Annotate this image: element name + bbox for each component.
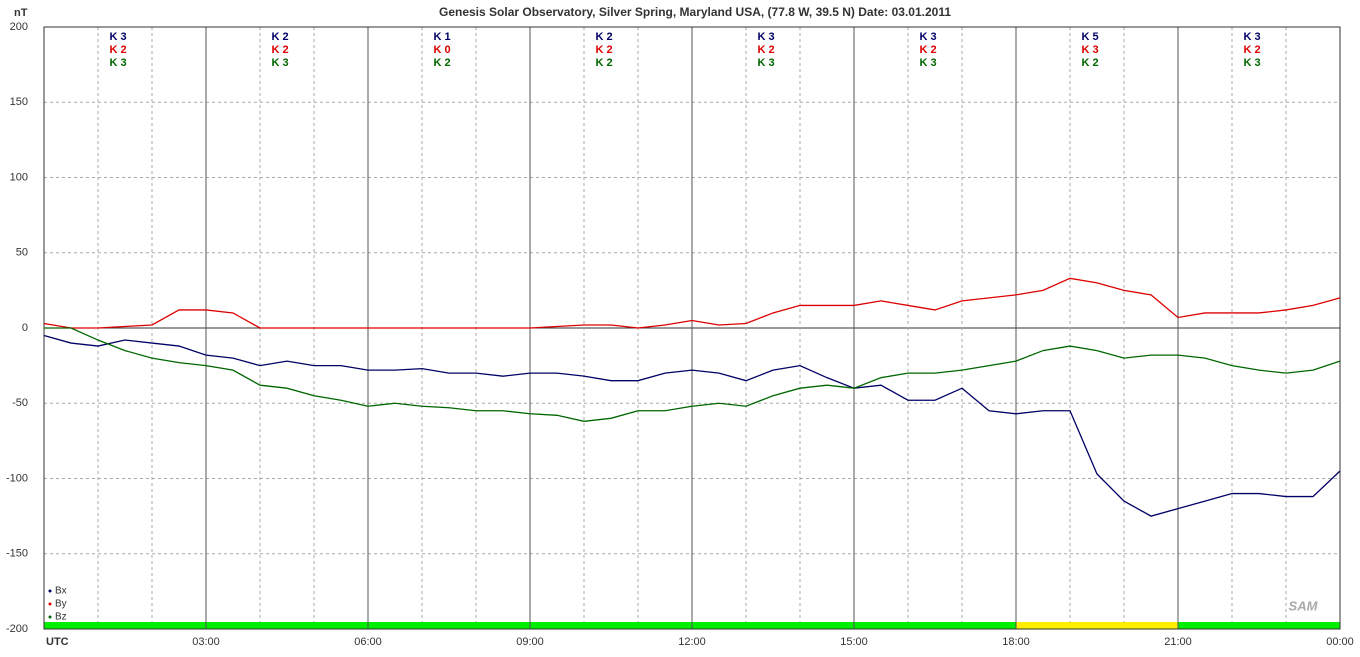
y-axis-label: nT — [14, 7, 28, 19]
legend-label: By — [55, 599, 67, 610]
k-index: K 3 — [1243, 31, 1260, 43]
legend-marker — [48, 589, 52, 593]
k-index: K 3 — [1081, 44, 1098, 56]
k-index: K 2 — [433, 57, 450, 69]
y-tick-label: 100 — [10, 171, 28, 183]
k-index: K 3 — [919, 57, 936, 69]
status-segment — [1178, 622, 1340, 629]
k-index: K 2 — [109, 44, 126, 56]
x-tick-label: UTC — [46, 636, 69, 648]
x-tick-label: 15:00 — [840, 636, 868, 648]
k-index: K 2 — [757, 44, 774, 56]
x-tick-label: 09:00 — [516, 636, 544, 648]
chart-title: Genesis Solar Observatory, Silver Spring… — [439, 5, 951, 19]
k-index: K 2 — [271, 31, 288, 43]
k-index: K 2 — [595, 31, 612, 43]
legend-marker — [48, 615, 52, 619]
y-tick-label: 200 — [10, 21, 28, 33]
k-index: K 1 — [433, 31, 450, 43]
x-tick-label: 03:00 — [192, 636, 220, 648]
k-index: K 2 — [1081, 57, 1098, 69]
k-index: K 0 — [433, 44, 450, 56]
k-index: K 3 — [1243, 57, 1260, 69]
k-index: K 3 — [757, 31, 774, 43]
legend-label: Bx — [55, 586, 67, 597]
y-tick-label: -100 — [6, 472, 28, 484]
status-segment — [1016, 622, 1178, 629]
logo: SAM — [1289, 598, 1319, 613]
series-line — [43, 334, 1341, 517]
k-index: K 3 — [109, 57, 126, 69]
k-index: K 2 — [595, 57, 612, 69]
series-line — [43, 277, 1341, 329]
x-tick-label: 21:00 — [1164, 636, 1192, 648]
x-tick-label: 18:00 — [1002, 636, 1030, 648]
x-tick-label: 12:00 — [678, 636, 706, 648]
y-tick-label: -150 — [6, 548, 28, 560]
y-tick-label: -200 — [6, 623, 28, 635]
x-tick-label: 00:00 — [1326, 636, 1354, 648]
y-tick-label: 150 — [10, 96, 28, 108]
k-index: K 5 — [1081, 31, 1098, 43]
k-index: K 2 — [271, 44, 288, 56]
k-index: K 2 — [595, 44, 612, 56]
k-index: K 2 — [919, 44, 936, 56]
k-index: K 3 — [919, 31, 936, 43]
series-line — [44, 327, 1341, 422]
y-tick-label: 50 — [16, 247, 28, 259]
k-index: K 3 — [271, 57, 288, 69]
k-index: K 2 — [1243, 44, 1260, 56]
legend-marker — [48, 602, 52, 606]
k-index: K 3 — [109, 31, 126, 43]
legend-label: Bz — [55, 612, 67, 623]
y-tick-label: -50 — [12, 397, 28, 409]
k-index: K 3 — [757, 57, 774, 69]
y-tick-label: 0 — [22, 322, 28, 334]
x-tick-label: 06:00 — [354, 636, 382, 648]
